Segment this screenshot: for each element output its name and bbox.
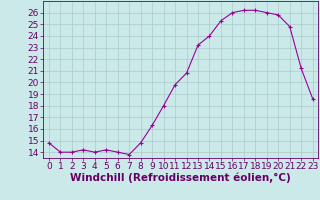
X-axis label: Windchill (Refroidissement éolien,°C): Windchill (Refroidissement éolien,°C)	[70, 173, 291, 183]
